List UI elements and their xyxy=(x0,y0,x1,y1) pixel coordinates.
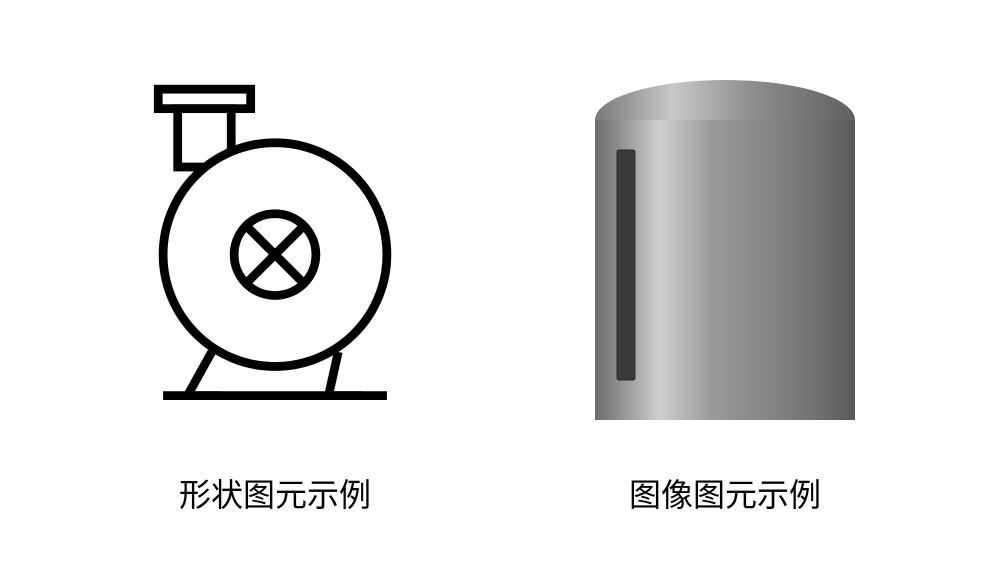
figure-container: 形状图元示例 图像图元示例 xyxy=(0,0,1000,575)
pump-icon xyxy=(115,60,435,420)
left-figure: 形状图元示例 xyxy=(85,40,465,516)
right-graphic-area xyxy=(535,40,915,440)
right-figure: 图像图元示例 xyxy=(535,40,915,516)
left-caption: 形状图元示例 xyxy=(179,470,371,516)
tank-icon xyxy=(575,50,875,430)
left-graphic-area xyxy=(85,40,465,440)
right-caption: 图像图元示例 xyxy=(629,470,821,516)
